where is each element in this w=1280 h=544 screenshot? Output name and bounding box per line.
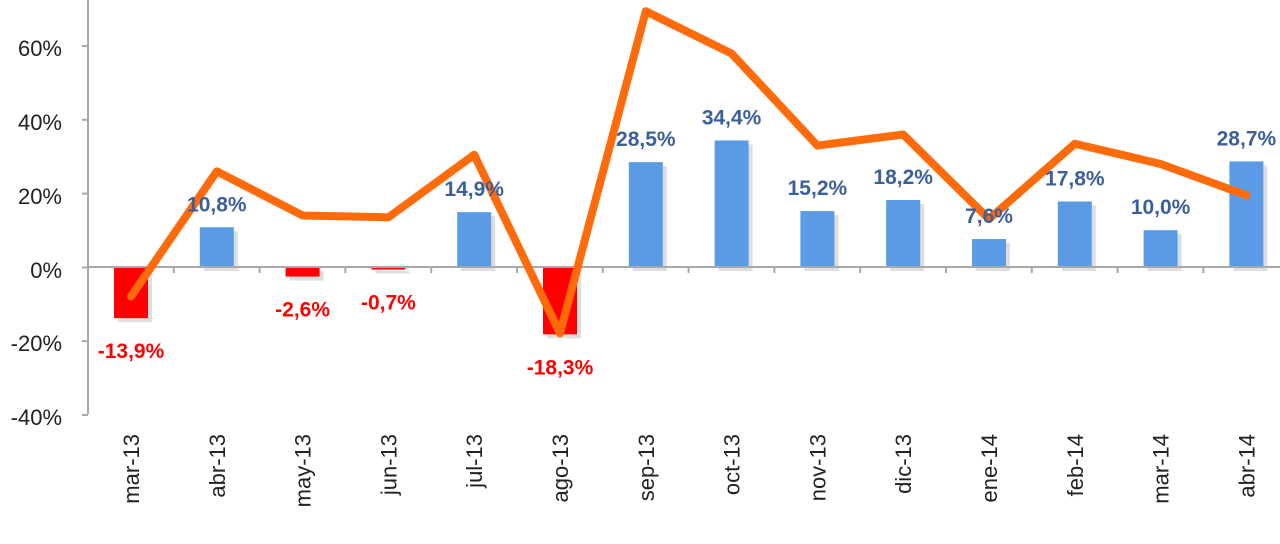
data-label: 28,5% bbox=[616, 128, 676, 151]
line-series bbox=[127, 7, 1251, 338]
x-tick-label: nov-13 bbox=[805, 434, 830, 501]
data-label: 14,9% bbox=[444, 178, 504, 201]
axis-tick-marks bbox=[82, 45, 1205, 416]
x-axis-labels: mar-13 abr-13 may-13 jun-13 jul-13 ago-13 sep-… bbox=[119, 434, 1259, 507]
y-tick-label: -40% bbox=[11, 405, 62, 430]
x-tick-label: mar-13 bbox=[119, 434, 144, 504]
bar bbox=[285, 267, 320, 277]
y-tick-label: 60% bbox=[18, 36, 62, 61]
data-label: 34,4% bbox=[702, 106, 762, 129]
x-tick-label: abr-13 bbox=[205, 434, 230, 498]
data-labels: -13,9% 10,8% -2,6% -0,7% 14,9% -18,3% 28,5% 34,… bbox=[98, 106, 1277, 379]
x-tick-label: oct-13 bbox=[720, 434, 745, 495]
x-tick-label: mar-14 bbox=[1149, 434, 1174, 504]
data-label: 10,8% bbox=[187, 193, 247, 216]
x-tick-label: dic-13 bbox=[891, 434, 916, 494]
x-tick-label: sep-13 bbox=[634, 434, 659, 501]
bar bbox=[800, 211, 835, 267]
data-label: 28,7% bbox=[1217, 127, 1277, 150]
data-label: -0,7% bbox=[361, 292, 416, 315]
x-tick-label: feb-14 bbox=[1063, 434, 1088, 496]
y-tick-label: 20% bbox=[18, 184, 62, 209]
data-label: 17,8% bbox=[1045, 167, 1105, 190]
data-label: 18,2% bbox=[873, 166, 933, 189]
x-tick-label: jul-13 bbox=[462, 434, 487, 489]
bar bbox=[1143, 230, 1178, 267]
x-tick-label: ago-13 bbox=[548, 434, 573, 503]
bar bbox=[628, 162, 663, 267]
data-label: -2,6% bbox=[275, 299, 330, 322]
data-label: -18,3% bbox=[527, 356, 594, 379]
x-tick-label: abr-14 bbox=[1234, 434, 1259, 498]
data-label: 7,6% bbox=[965, 205, 1013, 228]
y-tick-label: 40% bbox=[18, 110, 62, 135]
y-tick-label: -20% bbox=[11, 331, 62, 356]
x-tick-label: may-13 bbox=[291, 434, 316, 507]
data-label: -13,9% bbox=[98, 340, 165, 363]
bar-series bbox=[114, 140, 1268, 339]
x-tick-label: jun-13 bbox=[376, 434, 401, 496]
bar bbox=[714, 140, 749, 267]
bar bbox=[457, 212, 492, 267]
bar bbox=[1057, 201, 1092, 267]
bar bbox=[886, 200, 921, 267]
y-axis-ticks: 60% 40% 20% 0% -20% -40% bbox=[11, 36, 62, 430]
bar-shadow bbox=[375, 271, 410, 274]
bar bbox=[972, 239, 1006, 267]
data-label: 10,0% bbox=[1131, 196, 1191, 219]
bar bbox=[371, 267, 406, 270]
y-tick-label: 0% bbox=[30, 258, 62, 283]
x-tick-label: ene-14 bbox=[977, 434, 1002, 503]
bar bbox=[199, 227, 234, 267]
bar bbox=[1229, 161, 1264, 267]
data-label: 15,2% bbox=[788, 177, 848, 200]
